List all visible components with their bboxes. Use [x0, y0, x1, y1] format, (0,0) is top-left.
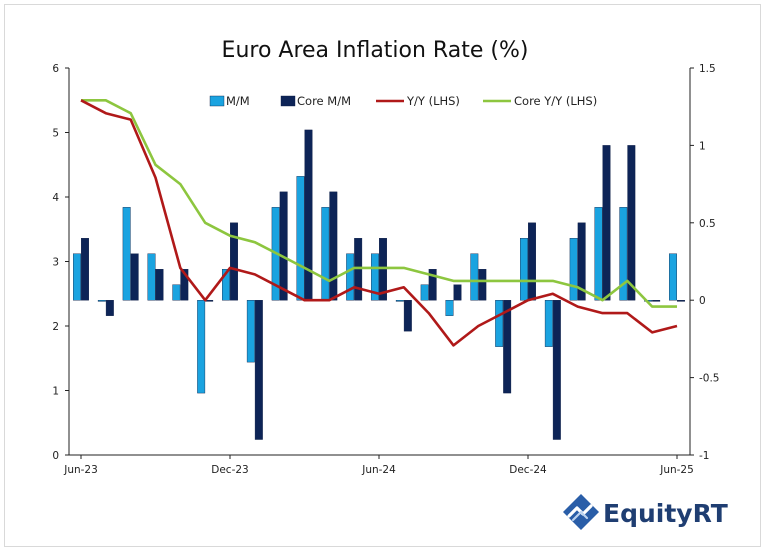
bar-mm	[594, 207, 603, 301]
bar-core-mm	[478, 269, 487, 301]
legend-mm-swatch	[209, 95, 225, 107]
bar-core-mm	[105, 300, 114, 316]
bar-core-mm	[602, 145, 611, 301]
bar-mm	[197, 300, 206, 394]
bar-mm	[97, 300, 106, 302]
bar-mm	[222, 269, 230, 301]
legend-core-yy-label: Core Y/Y (LHS)	[514, 94, 597, 108]
bar-mm	[395, 300, 404, 302]
logo-mark-icon	[563, 494, 599, 530]
bar-core-mm	[180, 269, 189, 301]
bar-core-mm	[627, 145, 636, 301]
axes: 0 1 2 3 4 5 6 -1 -0.5 0 0.5 1 1.5 Jun-23 Dec-23 Jun-24 D…	[52, 63, 719, 476]
bar-mm	[669, 253, 677, 301]
x-tick-label: Jun-24	[361, 464, 396, 476]
equityrt-logo: EquityRT	[563, 494, 728, 530]
bar-mm	[470, 253, 479, 301]
legend-yy: Y/Y (LHS)	[376, 94, 460, 108]
right-tick-label: 0.5	[699, 218, 716, 230]
bar-mm	[420, 284, 429, 301]
chart-title: Euro Area Inflation Rate (%)	[222, 38, 529, 63]
bar-mm	[346, 253, 355, 301]
bar-core-mm	[279, 191, 288, 301]
bar-mm	[246, 300, 255, 363]
legend-mm-label: M/M	[226, 94, 250, 108]
bar-core-mm	[254, 300, 263, 440]
bar-core-mm	[428, 269, 437, 301]
right-tick-label: 1	[699, 140, 706, 152]
bar-core-mm	[552, 300, 561, 440]
bar-mm	[495, 300, 504, 347]
right-tick-label: -1	[699, 450, 709, 462]
bar-core-mm	[652, 300, 661, 302]
left-tick-label: 1	[52, 386, 59, 398]
left-tick-label: 2	[52, 321, 59, 333]
x-tick-label: Jun-23	[63, 464, 98, 476]
bar-mm	[122, 207, 131, 301]
lines	[80, 99, 678, 347]
bar-mm	[520, 238, 528, 301]
left-tick-label: 6	[52, 63, 59, 75]
bar-core-mm	[354, 238, 363, 301]
bar-mm	[544, 300, 553, 347]
right-tick-label: 1.5	[699, 63, 716, 75]
brand-name: EquityRT	[603, 499, 728, 528]
bar-core-mm	[155, 269, 164, 301]
legend-mm: M/M	[209, 94, 250, 108]
right-tick-label: -0.5	[699, 373, 720, 385]
legend-core-yy: Core Y/Y (LHS)	[483, 94, 597, 108]
line-core-yy	[81, 99, 677, 308]
bar-mm	[147, 253, 156, 301]
bar-core-mm	[304, 129, 313, 301]
bar-core-mm	[403, 300, 412, 332]
bar-core-mm	[130, 253, 139, 301]
left-tick-label: 0	[52, 450, 59, 462]
legend-core-mm-swatch	[280, 95, 296, 107]
bar-core-mm	[503, 300, 512, 394]
bar-core-mm	[329, 191, 338, 301]
x-tick-label: Jun-25	[659, 464, 694, 476]
bar-core-mm	[230, 222, 238, 301]
bar-core-mm	[577, 222, 586, 301]
bar-mm	[296, 176, 305, 301]
bar-mm	[73, 253, 81, 301]
bar-mm	[569, 238, 578, 301]
line-yy	[80, 99, 678, 347]
bar-core-mm	[528, 222, 536, 301]
legend-yy-label: Y/Y (LHS)	[406, 94, 460, 108]
bar-core-mm	[453, 284, 462, 301]
bar-mm	[371, 253, 379, 301]
bar-core-mm	[379, 238, 387, 301]
bar-core-mm	[677, 300, 685, 302]
legend-core-mm-label: Core M/M	[297, 94, 351, 108]
left-tick-label: 5	[52, 128, 59, 140]
legend-core-mm: Core M/M	[280, 94, 351, 108]
bar-mm	[619, 207, 628, 301]
right-tick-label: 0	[699, 295, 706, 307]
bars	[73, 129, 685, 440]
legend: M/M Core M/M Y/Y (LHS) Core Y/Y (LHS)	[209, 94, 597, 108]
bar-mm	[172, 284, 181, 301]
bar-mm	[321, 207, 330, 301]
bar-core-mm	[81, 238, 89, 301]
x-tick-label: Dec-24	[509, 464, 547, 476]
left-tick-label: 4	[52, 192, 59, 204]
bar-mm	[445, 300, 454, 316]
left-tick-label: 3	[52, 257, 59, 269]
x-tick-label: Dec-23	[211, 464, 248, 476]
